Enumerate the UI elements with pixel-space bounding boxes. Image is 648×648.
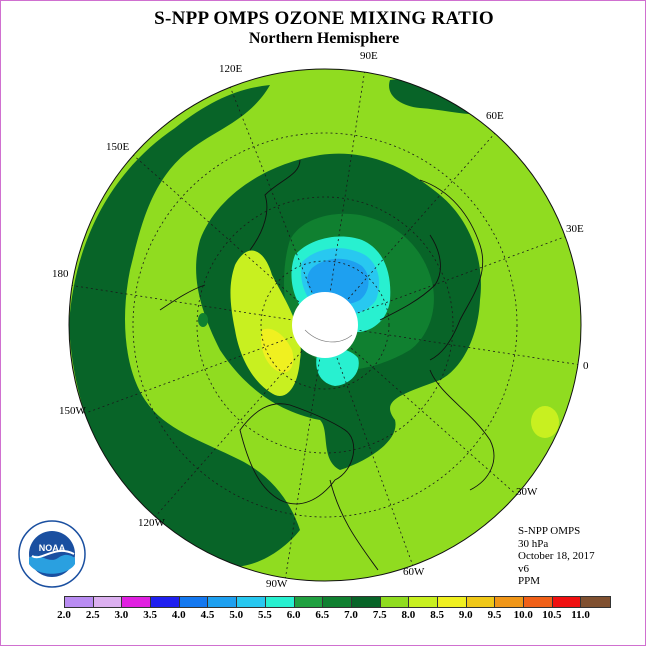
lon-label-90e: 90E [360, 50, 378, 62]
svg-text:NOAA: NOAA [39, 543, 66, 553]
colorbar-swatch [122, 597, 152, 607]
ozone-east-yellow-patch [531, 406, 559, 438]
colorbar-swatch [351, 597, 381, 607]
info-version: v6 [518, 562, 529, 575]
colorbar-tick-label: 4.5 [200, 609, 215, 621]
lon-label-30e: 30E [566, 223, 584, 235]
lon-label-120w: 120W [138, 517, 165, 529]
pole-inner-detail [304, 329, 353, 343]
ozone-small-dark-patch [198, 313, 208, 327]
colorbar-swatch [237, 597, 266, 607]
info-units: PPM [518, 575, 541, 587]
colorbar-tick-label: 10.0 [513, 609, 533, 621]
colorbar-tick-label: 6.0 [286, 609, 301, 621]
info-level: 30 hPa [518, 537, 549, 550]
noaa-logo: NOAA [18, 520, 86, 588]
colorbar-tick-label: 9.5 [487, 609, 502, 621]
colorbar-swatch [380, 597, 410, 607]
colorbar-tick-label: 3.5 [143, 609, 157, 621]
colorbar-swatch [552, 597, 582, 607]
map-subtitle: Northern Hemisphere [248, 30, 400, 47]
colorbar-swatch [323, 597, 352, 607]
colorbar-swatch [581, 597, 611, 607]
colorbar-swatch [294, 597, 324, 607]
colorbar-tick-label: 10.5 [542, 609, 562, 621]
colorbar-tick-label: 4.0 [171, 609, 186, 621]
lon-label-120e: 120E [219, 63, 243, 75]
colorbar-swatch [409, 597, 438, 607]
colorbar-labels: 2.0 2.5 3.0 3.5 4.0 4.5 5.0 5.5 6.0 6.5 7.0 7.5 8.0 8… [50, 609, 610, 623]
colorbar-swatch [495, 597, 524, 607]
colorbar-tick-label: 3.0 [114, 609, 129, 621]
colorbar-swatch [524, 597, 553, 607]
colorbar-tick-label: 8.5 [430, 609, 444, 621]
map-boundary [68, 68, 582, 582]
info-instrument: S-NPP OMPS [518, 525, 581, 537]
ozone-bright-yellow-core [261, 328, 294, 373]
colorbar-tick-label: 2.5 [85, 609, 100, 621]
colorbar-tick-label: 9.0 [458, 609, 473, 621]
colorbar-tick-label: 2.0 [57, 609, 71, 621]
polar-data-gap [292, 292, 358, 358]
lon-label-60e: 60E [486, 110, 504, 122]
info-date: October 18, 2017 [518, 550, 595, 562]
lon-label-90w: 90W [266, 578, 288, 590]
colorbar-tick-label: 8.0 [401, 609, 416, 621]
meridians [69, 69, 581, 581]
lon-label-0: 0 [583, 360, 589, 372]
colorbar-swatch [466, 597, 496, 607]
colorbar-swatch [208, 597, 238, 607]
colorbar-swatch [93, 597, 123, 607]
colorbar-tick-label: 5.5 [258, 609, 272, 621]
colorbar [64, 596, 612, 608]
colorbar-tick-label: 5.0 [229, 609, 244, 621]
latitude-circles [132, 132, 518, 518]
colorbar-swatch [265, 597, 295, 607]
ozone-outer-dark-band [69, 85, 300, 568]
product-info: S-NPP OMPS 30 hPa October 18, 2017 v6 PP… [518, 525, 595, 588]
map-title: S-NPP OMPS OZONE MIXING RATIO [154, 8, 494, 29]
colorbar-tick-label: 6.5 [315, 609, 330, 621]
lon-label-150w: 150W [59, 405, 86, 417]
colorbar-swatch [65, 597, 94, 607]
coastlines [159, 159, 495, 571]
lon-label-30w: 30W [516, 486, 538, 498]
colorbar-swatch [151, 597, 180, 607]
colorbar-tick-label: 7.0 [344, 609, 358, 621]
colorbar-tick-label: 7.5 [372, 609, 387, 621]
colorbar-tick-label: 11.0 [571, 609, 590, 621]
lon-label-150e: 150E [106, 141, 130, 153]
lon-label-180: 180 [52, 268, 69, 280]
colorbar-swatch [437, 597, 467, 607]
colorbar-swatch [179, 597, 209, 607]
lon-label-60w: 60W [403, 566, 425, 578]
